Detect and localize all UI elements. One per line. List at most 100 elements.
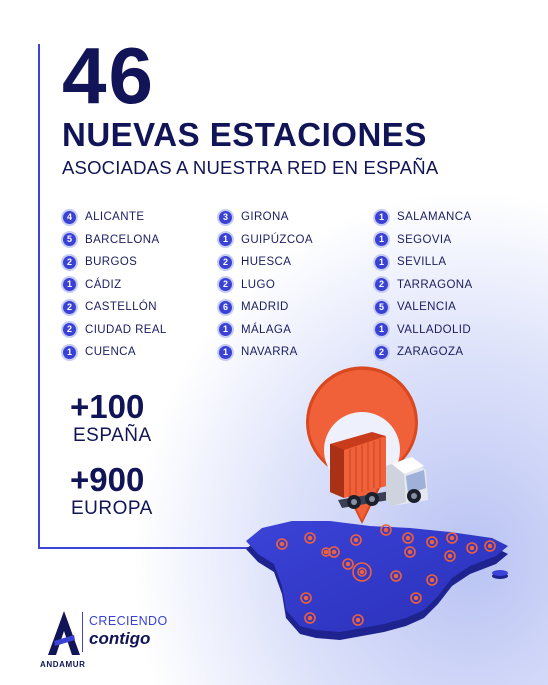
city-item: 5 BARCELONA <box>63 231 160 249</box>
city-name: ALICANTE <box>85 211 145 223</box>
city-item: 1 CUENCA <box>63 343 136 361</box>
city-name: MÁLAGA <box>241 323 292 336</box>
spain-map <box>246 521 508 640</box>
frame-line-vertical <box>38 44 40 548</box>
map-marker <box>304 532 316 544</box>
city-item: 1 GUIPÚZCOA <box>219 231 313 249</box>
count-badge: 1 <box>375 255 388 269</box>
city-name: SEGOVIA <box>397 233 452 246</box>
count-badge: 2 <box>375 278 388 291</box>
city-item: 1 VALLADOLID <box>375 321 471 339</box>
count-badge: 2 <box>63 255 76 269</box>
city-name: MADRID <box>241 301 289 313</box>
count-badge: 6 <box>219 300 232 314</box>
slogan-line-1: CRECIENDO <box>89 614 168 628</box>
count-badge: 2 <box>219 278 232 291</box>
city-item: 1 SEVILLA <box>375 253 446 271</box>
city-name: SEVILLA <box>397 256 447 268</box>
map-marker <box>300 592 312 604</box>
map-marker <box>276 538 288 550</box>
map-marker <box>390 570 402 582</box>
map-marker <box>304 612 316 624</box>
map-marker <box>402 532 414 544</box>
city-name: HUESCA <box>241 256 292 268</box>
city-item: 1 SEGOVIA <box>375 231 452 249</box>
city-item: 2 LUGO <box>219 276 275 294</box>
city-item: 1 SALAMANCA <box>375 208 472 226</box>
station-markers <box>276 524 496 626</box>
stat-spain-label: ESPAÑA <box>73 425 152 446</box>
count-badge: 1 <box>375 233 388 246</box>
city-name: CIUDAD REAL <box>85 323 167 336</box>
city-name: BARCELONA <box>85 233 160 246</box>
city-name: VALENCIA <box>397 301 457 313</box>
count-badge: 3 <box>219 210 232 224</box>
city-item: 2 CIUDAD REAL <box>63 321 167 339</box>
city-item: 1 CÁDIZ <box>63 276 122 294</box>
city-item: 2 ZARAGOZA <box>375 343 463 361</box>
map-marker <box>444 550 456 562</box>
count-badge: 1 <box>63 345 76 359</box>
slogan-line-2: contigo <box>89 629 151 648</box>
city-name: GUIPÚZCOA <box>241 233 313 246</box>
city-item: 6 MADRID <box>219 298 289 316</box>
frame-line-horizontal <box>38 547 256 549</box>
map-marker <box>342 558 354 570</box>
city-item: 2 TARRAGONA <box>375 276 473 294</box>
map-marker <box>410 592 422 604</box>
count-badge: 4 <box>63 210 76 224</box>
truck-icon <box>330 432 428 509</box>
city-item: 1 MÁLAGA <box>219 321 291 339</box>
city-item: 3 GIRONA <box>219 208 289 226</box>
city-name: VALLADOLID <box>397 323 472 336</box>
city-item: 1 NAVARRA <box>219 343 298 361</box>
count-badge: 5 <box>375 300 388 314</box>
map-marker <box>350 534 362 546</box>
map-marker <box>380 524 392 536</box>
city-name: CUENCA <box>85 346 136 358</box>
city-item: 2 BURGOS <box>63 253 137 271</box>
map-marker <box>328 546 340 558</box>
count-badge: 2 <box>375 345 388 359</box>
count-badge: 2 <box>219 255 232 269</box>
city-item: 2 CASTELLÓN <box>63 298 157 316</box>
city-name: ZARAGOZA <box>397 346 464 358</box>
count-badge: 5 <box>63 233 76 246</box>
brand-divider <box>82 612 83 652</box>
count-badge: 1 <box>219 233 232 246</box>
map-marker <box>446 532 458 544</box>
map-marker <box>426 574 438 586</box>
count-badge: 1 <box>219 323 232 336</box>
map-marker <box>352 562 372 582</box>
count-badge: 1 <box>63 278 76 291</box>
city-item: 2 HUESCA <box>219 253 291 271</box>
andamur-logo <box>48 611 80 655</box>
map-marker <box>484 540 496 552</box>
city-name: CÁDIZ <box>85 278 122 291</box>
count-badge: 1 <box>219 345 232 359</box>
map-marker <box>321 547 331 557</box>
count-badge: 2 <box>63 323 76 336</box>
headline: NUEVAS ESTACIONES <box>62 116 427 153</box>
city-name: BURGOS <box>85 256 138 268</box>
stat-europe-label: EUROPA <box>71 498 153 519</box>
map-marker <box>352 614 364 626</box>
count-badge: 2 <box>63 300 76 314</box>
city-name: SALAMANCA <box>397 211 472 223</box>
count-badge: 1 <box>375 210 388 224</box>
city-name: NAVARRA <box>241 346 298 358</box>
container-icon <box>330 432 386 498</box>
city-item: 5 VALENCIA <box>375 298 456 316</box>
subheadline: ASOCIADAS A NUESTRA RED EN ESPAÑA <box>62 157 439 178</box>
city-name: CASTELLÓN <box>85 301 157 313</box>
city-name: GIRONA <box>241 211 289 223</box>
map-marker <box>466 542 478 554</box>
brand-name: ANDAMUR <box>40 660 86 669</box>
count-badge: 1 <box>375 323 388 336</box>
stat-spain-value: +100 <box>70 388 145 425</box>
stations-count: 46 <box>62 31 155 120</box>
stat-europe-value: +900 <box>70 461 145 498</box>
map-marker <box>404 546 416 558</box>
city-name: LUGO <box>241 278 276 291</box>
